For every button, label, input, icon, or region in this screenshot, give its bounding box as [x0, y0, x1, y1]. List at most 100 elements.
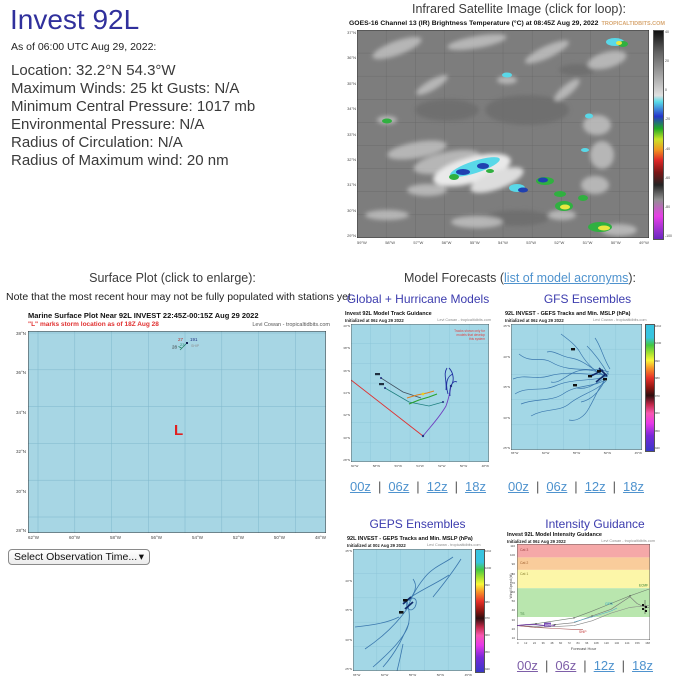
axis-label: 35°N: [347, 80, 356, 86]
axis-label: 90: [511, 562, 515, 567]
separator: |: [621, 658, 626, 673]
axis-label: 0: [517, 641, 519, 645]
axis-label: 20: [511, 626, 515, 631]
time-link-00z[interactable]: 00z: [507, 479, 529, 494]
axis-label: 53°W: [526, 240, 537, 245]
global-models-track-map[interactable]: Invest 92L Model Track Guidance Initiali…: [343, 311, 493, 476]
colorbar-label: 970: [655, 393, 660, 398]
svg-text:Tracks shown only for: Tracks shown only for: [454, 329, 486, 333]
chart-title: Invest 92L Model Intensity Guidance: [507, 532, 602, 538]
axis-label: 55°W: [469, 240, 480, 245]
chart-subtitle: Initialized at 06z Aug 29 2022: [507, 538, 566, 544]
colorbar-label: 990: [655, 358, 660, 363]
axis-label: 36°N: [343, 368, 350, 373]
track-map-canvas[interactable]: [353, 549, 472, 671]
axis-label: 65°W: [353, 672, 361, 677]
axis-label: 48°W: [314, 535, 326, 540]
chevron-down-icon: ▾: [138, 551, 144, 563]
surface-plot-map[interactable]: Marine Surface Plot Near 92L INVEST 22:4…: [8, 311, 332, 545]
storm-detail-line: Location: 32.2°N 54.3°W: [11, 62, 176, 79]
credit-text: Levi Cowan - tropicaltidbits.com: [601, 539, 655, 543]
axis-label: 34°N: [343, 390, 350, 395]
map-subtitle: Initialized at 00z Aug 29 2022: [347, 542, 406, 548]
observation-time-dropdown[interactable]: Select Observation Time... ▾: [8, 549, 150, 565]
track-map-canvas[interactable]: [511, 324, 642, 450]
axis-label: 58°W: [109, 535, 122, 540]
intensity-time-links: 00z | 06z | 12z | 18z: [505, 658, 665, 673]
axis-label: 12: [524, 641, 528, 645]
global-time-links: 00z | 06z | 12z | 18z: [343, 479, 493, 494]
axis-label: 48°W: [481, 463, 489, 468]
intensity-chart-canvas[interactable]: Cat 3 Cat 2 Cat 1 TS: [517, 544, 650, 640]
satellite-ir-map[interactable]: [357, 30, 649, 238]
satellite-lat-axis: 37°N 36°N 35°N 34°N 33°N 32°N 31°N 30°N 29°N: [345, 30, 356, 238]
time-link-00z[interactable]: 00z: [516, 658, 538, 673]
time-link-12z[interactable]: 12z: [593, 658, 615, 673]
colorbar-label: 1010: [485, 549, 492, 553]
axis-label: 50°W: [459, 463, 468, 468]
colorbar-label: 970: [485, 616, 490, 621]
axis-label: 40°N: [343, 324, 350, 328]
colorbar-label: 960: [485, 633, 490, 638]
axis-label: 32°N: [343, 413, 350, 418]
satellite-image[interactable]: GOES-16 Channel 13 (IR) Brightness Tempe…: [345, 20, 691, 248]
separator: |: [377, 479, 382, 494]
svg-text:models that develop: models that develop: [456, 333, 485, 337]
svg-text:SHIP: SHIP: [191, 344, 200, 348]
axis-label: 38°N: [343, 346, 350, 351]
axis-label: 59°W: [357, 240, 367, 245]
axis-label: 30°N: [15, 488, 26, 494]
axis-label: 60°W: [380, 672, 389, 677]
axis-label: 37°N: [347, 30, 356, 35]
axis-label: 30°N: [503, 415, 510, 420]
time-link-00z[interactable]: 00z: [349, 479, 371, 494]
axis-label: 52°W: [232, 535, 244, 540]
x-axis-ticks: 0 12 24 36 48 60 72 84 96 108 120 132 144 156 168: [517, 641, 650, 645]
axis-label: 50°W: [610, 240, 621, 245]
mslp-colorbar: [645, 324, 655, 452]
axis-label: 60°W: [68, 535, 81, 540]
panel-header-global: Global + Hurricane Models: [346, 292, 490, 306]
axis-label: 132: [614, 641, 620, 645]
model-acronyms-link[interactable]: list of model acronyms: [504, 271, 629, 285]
satellite-image-title: GOES-16 Channel 13 (IR) Brightness Tempe…: [349, 20, 599, 27]
axis-label: 30°N: [347, 207, 356, 213]
separator: |: [583, 658, 587, 673]
svg-text:ECMF: ECMF: [639, 584, 648, 588]
axis-label: 56°W: [441, 240, 452, 245]
axis-label: 36: [541, 641, 545, 645]
axis-label: 108: [593, 641, 599, 645]
surface-map-canvas[interactable]: 27 191 28 23 SHIP L: [28, 331, 326, 533]
map-title: 92L INVEST - GEFS Tracks and Min. MSLP (…: [505, 311, 631, 317]
svg-text:HWRF: HWRF: [545, 623, 554, 627]
separator: |: [454, 479, 459, 494]
time-link-06z[interactable]: 06z: [555, 658, 577, 673]
gefs-ensembles-map[interactable]: 92L INVEST - GEFS Tracks and Min. MSLP (…: [503, 311, 685, 471]
axis-label: 60: [559, 641, 563, 645]
time-link-06z[interactable]: 06z: [388, 479, 410, 494]
axis-label: 36°N: [15, 370, 26, 376]
axis-label: 58°W: [372, 463, 381, 468]
track-map-canvas[interactable]: Tracks shown only for models that develo…: [351, 324, 489, 462]
colorbar-label: 980: [485, 599, 490, 604]
time-link-18z[interactable]: 18z: [632, 658, 654, 673]
time-link-12z[interactable]: 12z: [426, 479, 448, 494]
as-of-timestamp: As of 06:00 UTC Aug 29, 2022:: [11, 41, 157, 53]
time-link-18z[interactable]: 18z: [623, 479, 645, 494]
geps-ensembles-map[interactable]: 92L INVEST - GEPS Tracks and Min. MSLP (…: [345, 536, 513, 686]
axis-label: 54°W: [498, 240, 508, 245]
credit-text: Levi Cowan - tropicaltidbits.com: [252, 322, 330, 328]
axis-label: 144: [624, 641, 630, 645]
intensity-guidance-chart[interactable]: Invest 92L Model Intensity Guidance Init…: [505, 532, 663, 657]
credit-text: Levi Cowan - tropicaltidbits.com: [593, 318, 647, 322]
credit-text: Levi Cowan - tropicaltidbits.com: [437, 318, 491, 322]
svg-text:TS: TS: [520, 612, 525, 616]
svg-text:28: 28: [172, 345, 178, 350]
axis-label: 60°W: [541, 451, 550, 455]
panel-header-geps: GEPS Ensembles: [369, 517, 466, 531]
credit-text: Levi Cowan - tropicaltidbits.com: [427, 543, 481, 547]
time-link-18z[interactable]: 18z: [465, 479, 487, 494]
axis-label: 35°N: [345, 608, 352, 612]
time-link-06z[interactable]: 06z: [546, 479, 568, 494]
time-link-12z[interactable]: 12z: [584, 479, 606, 494]
